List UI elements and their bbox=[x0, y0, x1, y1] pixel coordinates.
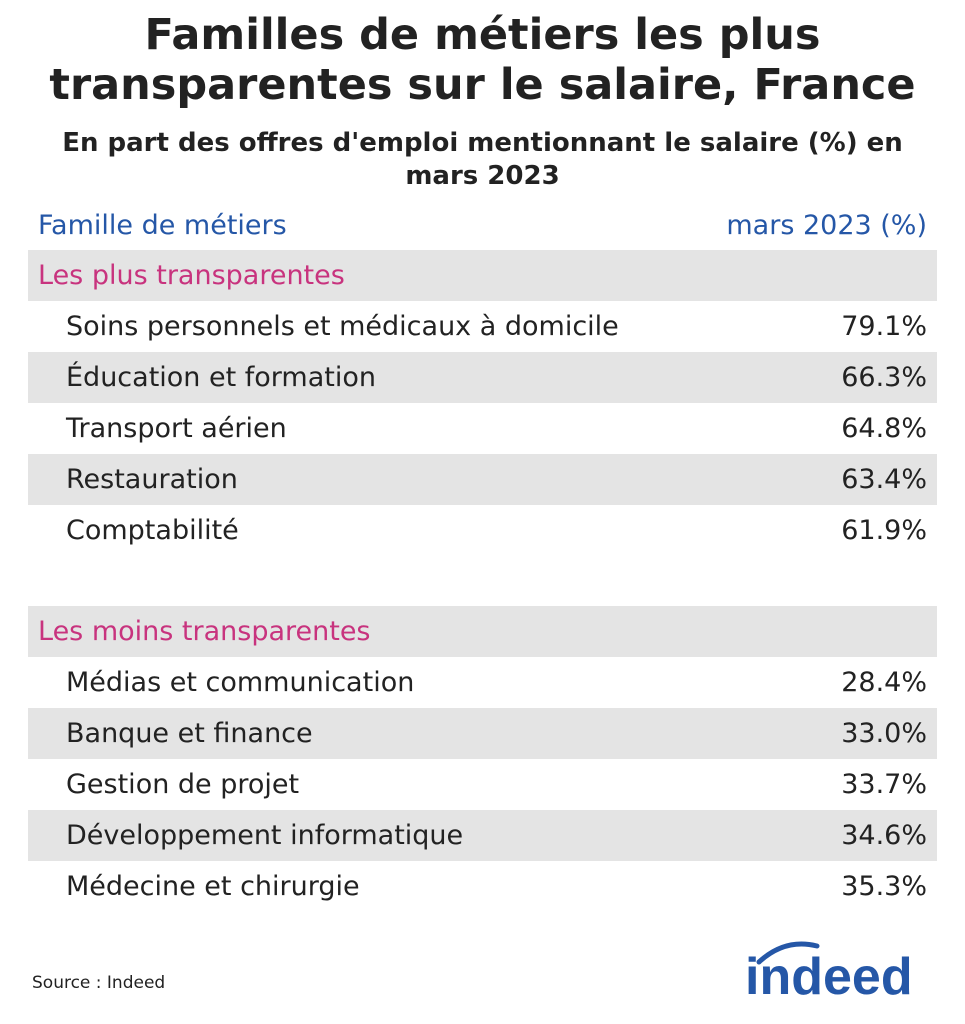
source: Source : Indeed bbox=[32, 973, 166, 993]
logo: indeed bbox=[745, 941, 913, 1002]
table-row: Médecine et chirurgie 35.3% bbox=[28, 861, 937, 912]
row-label: Restauration bbox=[66, 464, 238, 495]
row-value: 79.1% bbox=[841, 311, 927, 342]
row-value: 33.0% bbox=[841, 718, 927, 749]
column-header: mars 2023 (%) bbox=[726, 210, 927, 241]
row-value: 66.3% bbox=[841, 362, 927, 393]
table-row: Restauration 63.4% bbox=[28, 454, 937, 505]
subtitle-line: En part des offres d'emploi mentionnant … bbox=[62, 128, 903, 158]
title-line: Familles de métiers les plus bbox=[144, 10, 821, 60]
group-header: Les moins transparentes bbox=[28, 606, 937, 657]
subtitle: En part des offres d'emploi mentionnant … bbox=[20, 127, 945, 193]
table-row: Médias et communication 28.4% bbox=[28, 657, 937, 708]
row-label: Développement informatique bbox=[66, 820, 464, 851]
row-label: Gestion de projet bbox=[66, 769, 300, 800]
logo-text: indeed bbox=[745, 948, 913, 1002]
row-value: 35.3% bbox=[841, 871, 927, 902]
row-value: 34.6% bbox=[841, 820, 927, 851]
table-row: Transport aérien 64.8% bbox=[28, 403, 937, 454]
table-row: Développement informatique 34.6% bbox=[28, 810, 937, 861]
column-header: Famille de métiers bbox=[38, 210, 287, 241]
row-value: 64.8% bbox=[841, 413, 927, 444]
spacer bbox=[28, 556, 937, 606]
logo-arc bbox=[756, 941, 820, 965]
table-row: Gestion de projet 33.7% bbox=[28, 759, 937, 810]
row-value: 61.9% bbox=[841, 515, 927, 546]
table-row: Soins personnels et médicaux à domicile 7… bbox=[28, 301, 937, 352]
subtitle-line: mars 2023 bbox=[405, 161, 560, 191]
title: Familles de métiers les plus transparent… bbox=[0, 10, 965, 110]
table-row: Comptabilité 61.9% bbox=[28, 505, 937, 556]
row-label: Banque et finance bbox=[66, 718, 313, 749]
table-row: Banque et finance 33.0% bbox=[28, 708, 937, 759]
table: Les plus transparentes Soins personnels e… bbox=[28, 250, 937, 912]
row-label: Soins personnels et médicaux à domicile bbox=[66, 311, 619, 342]
table-row: Éducation et formation 66.3% bbox=[28, 352, 937, 403]
row-value: 63.4% bbox=[841, 464, 927, 495]
title-line: transparentes sur le salaire, France bbox=[49, 60, 916, 110]
row-label: Médecine et chirurgie bbox=[66, 871, 360, 902]
row-label: Transport aérien bbox=[66, 413, 287, 444]
row-value: 33.7% bbox=[841, 769, 927, 800]
row-label: Éducation et formation bbox=[66, 362, 376, 393]
row-value: 28.4% bbox=[841, 667, 927, 698]
row-label: Comptabilité bbox=[66, 515, 239, 546]
group-header: Les plus transparentes bbox=[28, 250, 937, 301]
row-label: Médias et communication bbox=[66, 667, 415, 698]
